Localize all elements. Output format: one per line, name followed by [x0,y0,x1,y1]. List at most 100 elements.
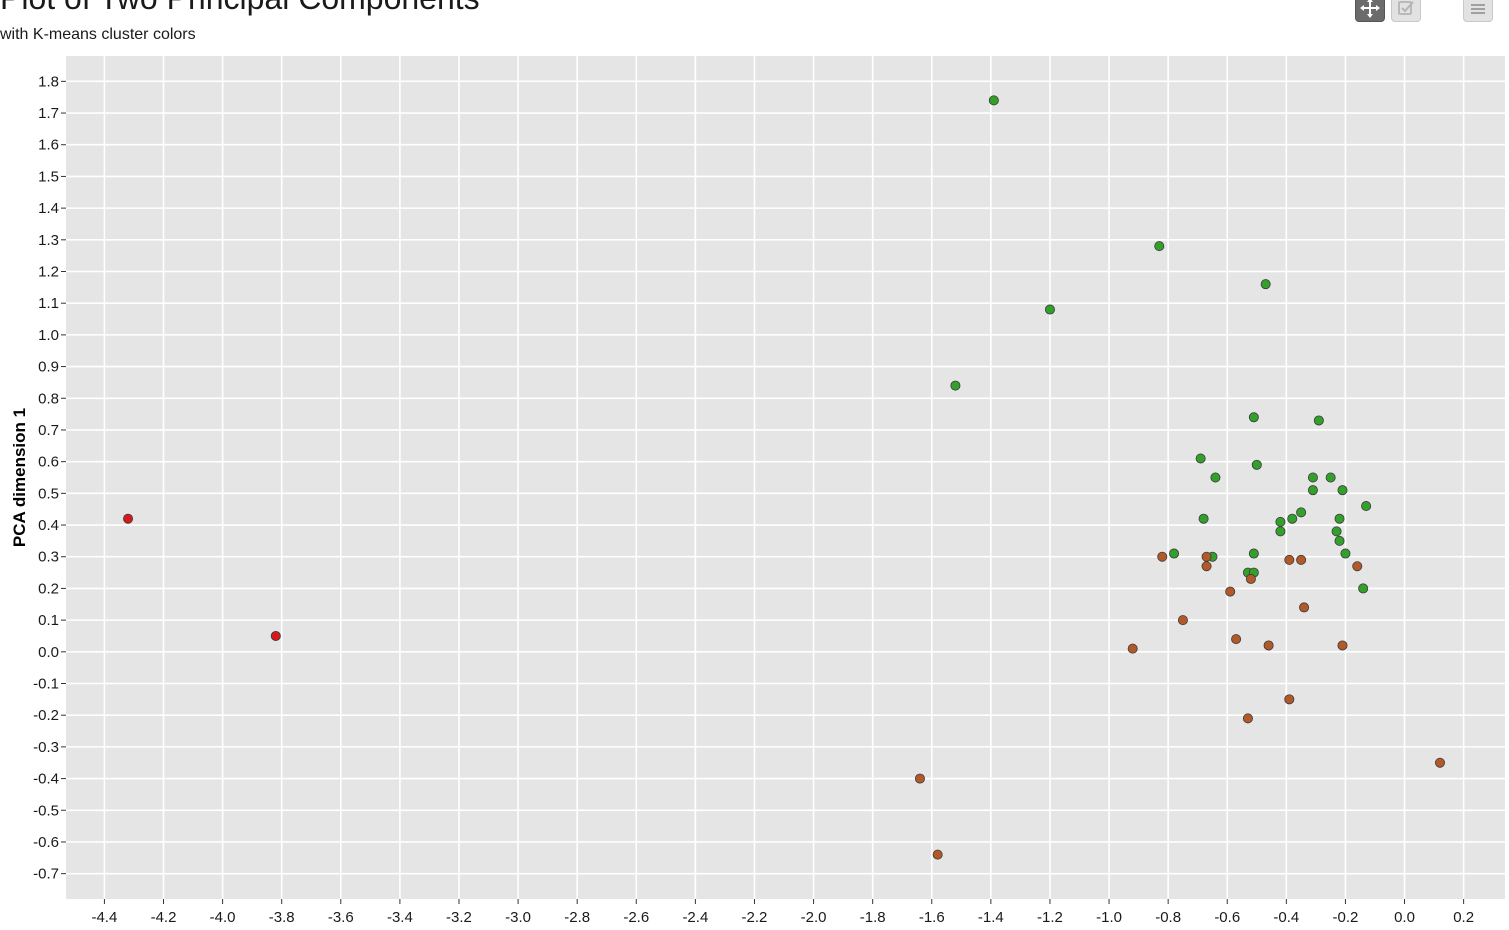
y-tick-label: 0.4 [38,517,59,534]
data-point-cluster-3[interactable] [932,849,943,860]
chart-subtitle: with K-means cluster colors [0,26,196,43]
data-point-cluster-2[interactable] [1210,472,1221,483]
data-point-cluster-2[interactable] [1307,485,1318,496]
y-tick-label: -0.3 [33,739,59,756]
x-tick-label: -3.0 [505,909,531,926]
y-tick-label: 0.1 [38,612,59,629]
x-tick-label: 0.0 [1394,909,1415,926]
x-tick-label: -2.2 [742,909,768,926]
x-tick-label: -1.2 [1037,909,1063,926]
x-tick-label: -0.2 [1333,909,1359,926]
data-point-cluster-2[interactable] [1325,472,1336,483]
y-tick-label: -0.7 [33,866,59,883]
data-point-cluster-3[interactable] [1299,602,1310,613]
data-point-cluster-2[interactable] [1275,516,1286,527]
data-point-cluster-2[interactable] [1275,526,1286,537]
data-point-cluster-2[interactable] [1248,412,1259,423]
data-point-cluster-2[interactable] [1307,472,1318,483]
data-point-cluster-3[interactable] [1201,561,1212,572]
x-tick-label: -0.8 [1155,909,1181,926]
y-tick-label: 0.3 [38,549,59,566]
x-tick-label: -3.8 [269,909,295,926]
x-tick-label: -3.4 [387,909,413,926]
data-point-cluster-3[interactable] [1127,643,1138,654]
data-point-cluster-3[interactable] [1177,615,1188,626]
data-point-cluster-2[interactable] [1260,279,1271,290]
x-tick-label: -2.4 [682,909,708,926]
data-point-cluster-3[interactable] [1296,554,1307,565]
data-point-cluster-2[interactable] [988,95,999,106]
y-tick-label: -0.5 [33,802,59,819]
data-point-cluster-2[interactable] [1334,513,1345,524]
data-point-cluster-2[interactable] [1331,526,1342,537]
x-tick-label: -4.2 [151,909,177,926]
data-point-cluster-2[interactable] [1340,548,1351,559]
y-tick-label: -0.6 [33,834,59,851]
plot-background [66,56,1505,899]
data-point-cluster-2[interactable] [950,380,961,391]
chart-title: Plot of Two Principal Components [0,0,480,17]
select-button[interactable] [1391,0,1421,22]
data-point-cluster-3[interactable] [1201,551,1212,562]
data-point-cluster-3[interactable] [1352,561,1363,572]
data-point-cluster-3[interactable] [1434,757,1445,768]
data-point-cluster-2[interactable] [1248,548,1259,559]
data-point-cluster-2[interactable] [1358,583,1369,594]
y-tick-label: 0.5 [38,485,59,502]
data-point-cluster-3[interactable] [1337,640,1348,651]
data-point-cluster-2[interactable] [1195,453,1206,464]
y-tick-label: -0.4 [33,771,59,788]
grid-lines [66,56,1505,899]
y-tick-label: -0.1 [33,675,59,692]
x-tick-label: -1.0 [1096,909,1122,926]
data-point-cluster-3[interactable] [1284,694,1295,705]
data-point-cluster-3[interactable] [1157,551,1168,562]
data-point-cluster-2[interactable] [1337,485,1348,496]
x-tick-label: -1.8 [860,909,886,926]
data-point-cluster-3[interactable] [914,773,925,784]
y-tick-label: 1.3 [38,232,59,249]
x-tick-label: -0.6 [1214,909,1240,926]
data-point-cluster-2[interactable] [1313,415,1324,426]
x-tick-label: -0.4 [1273,909,1299,926]
y-tick-label: -0.2 [33,707,59,724]
y-tick-label: 1.1 [38,295,59,312]
data-point-cluster-3[interactable] [1245,573,1256,584]
data-point-cluster-2[interactable] [1287,513,1298,524]
y-tick-label: 0.7 [38,422,59,439]
data-point-cluster-1[interactable] [123,513,134,524]
data-point-cluster-2[interactable] [1361,501,1372,512]
data-point-cluster-3[interactable] [1284,554,1295,565]
y-tick-label: 1.0 [38,327,59,344]
data-point-cluster-3[interactable] [1225,586,1236,597]
data-point-cluster-2[interactable] [1251,459,1262,470]
y-tick-label: 1.2 [38,264,59,281]
y-axis-label: PCA dimension 1 [10,408,29,547]
data-point-cluster-2[interactable] [1296,507,1307,518]
x-tick-label: -3.2 [446,909,472,926]
y-tick-label: 1.4 [38,200,59,217]
data-point-cluster-3[interactable] [1242,713,1253,724]
data-point-cluster-2[interactable] [1334,535,1345,546]
x-tick-label: -1.4 [978,909,1004,926]
data-point-cluster-2[interactable] [1198,513,1209,524]
axes: -4.4 -4.2 -4.0 -3.8 -3.6 -3.4 -3.2 -3.0 -2.8 -2.6… [33,73,1474,926]
x-tick-label: 0.2 [1453,909,1474,926]
x-tick-label: -2.0 [801,909,827,926]
y-tick-label: 0.9 [38,359,59,376]
data-points [123,95,1445,860]
y-tick-label: 0.0 [38,644,59,661]
data-point-cluster-2[interactable] [1169,548,1180,559]
data-point-cluster-1[interactable] [270,630,281,641]
x-tick-label: -2.6 [623,909,649,926]
pan-button[interactable] [1355,0,1385,22]
data-point-cluster-2[interactable] [1154,241,1165,252]
y-tick-label: 1.7 [38,105,59,122]
data-point-cluster-3[interactable] [1263,640,1274,651]
x-tick-label: -2.8 [564,909,590,926]
data-point-cluster-2[interactable] [1044,304,1055,315]
menu-button[interactable] [1463,0,1493,22]
data-point-cluster-3[interactable] [1231,634,1242,645]
y-tick-label: 1.6 [38,137,59,154]
